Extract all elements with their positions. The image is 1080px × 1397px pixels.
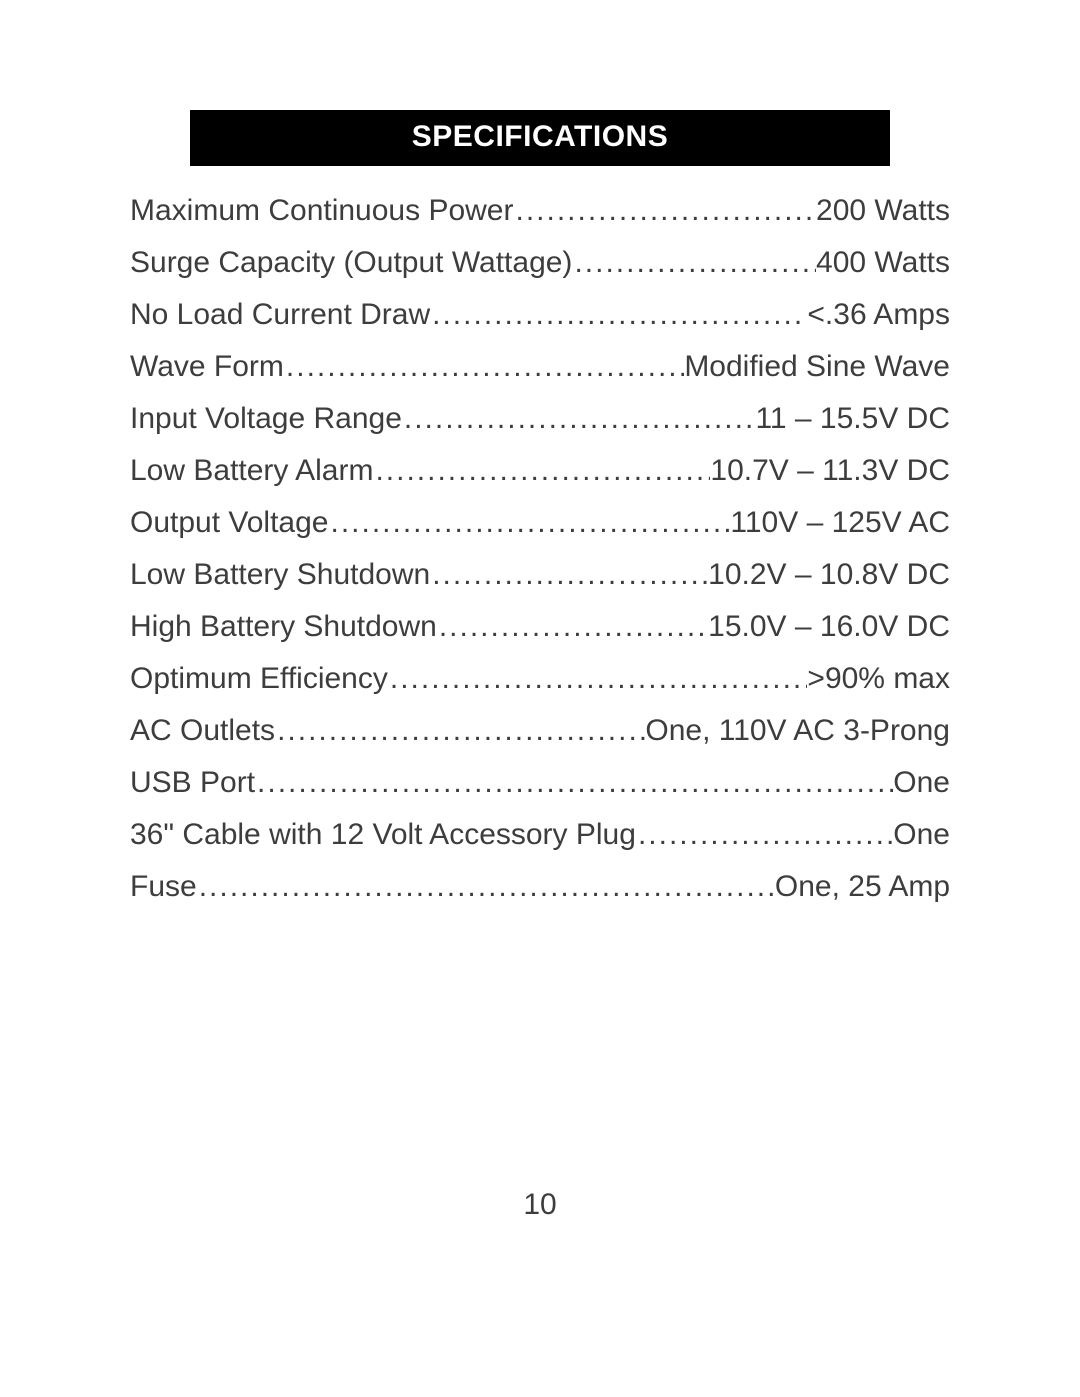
spec-row: No Load Current Draw <.36 Amps (130, 300, 950, 330)
spec-leader-dots (329, 508, 731, 538)
spec-leader-dots (275, 716, 645, 746)
spec-leader-dots (373, 456, 710, 486)
spec-row: Input Voltage Range 11 – 15.5V DC (130, 404, 950, 434)
spec-value: 15.0V – 16.0V DC (708, 612, 950, 642)
specifications-list: Maximum Continuous Power 200 Watts Surge… (130, 196, 950, 902)
spec-value: <.36 Amps (807, 300, 950, 330)
spec-row: High Battery Shutdown 15.0V – 16.0V DC (130, 612, 950, 642)
spec-label: Low Battery Shutdown (130, 560, 430, 590)
spec-leader-dots (430, 300, 807, 330)
spec-row: USB Port One (130, 768, 950, 798)
spec-leader-dots (636, 820, 893, 850)
spec-leader-dots (197, 872, 775, 902)
spec-value: 10.7V – 11.3V DC (710, 456, 950, 486)
spec-label: Maximum Continuous Power (130, 196, 513, 226)
spec-leader-dots (572, 248, 816, 278)
spec-label: 36" Cable with 12 Volt Accessory Plug (130, 820, 636, 850)
spec-row: Output Voltage 110V – 125V AC (130, 508, 950, 538)
spec-leader-dots (284, 352, 684, 382)
spec-value: One, 110V AC 3-Prong (645, 716, 950, 746)
page: SPECIFICATIONS Maximum Continuous Power … (0, 0, 1080, 1397)
spec-value: 10.2V – 10.8V DC (708, 560, 950, 590)
spec-row: Wave Form Modified Sine Wave (130, 352, 950, 382)
spec-value: 11 – 15.5V DC (755, 404, 950, 434)
spec-row: Low Battery Alarm 10.7V – 11.3V DC (130, 456, 950, 486)
spec-value: >90% max (807, 664, 950, 694)
spec-label: Surge Capacity (Output Wattage) (130, 248, 572, 278)
spec-row: Optimum Efficiency >90% max (130, 664, 950, 694)
spec-value: 200 Watts (816, 196, 950, 226)
spec-label: Output Voltage (130, 508, 329, 538)
spec-row: Surge Capacity (Output Wattage) 400 Watt… (130, 248, 950, 278)
spec-value: 400 Watts (816, 248, 950, 278)
spec-label: Fuse (130, 872, 197, 902)
spec-label: Input Voltage Range (130, 404, 402, 434)
spec-leader-dots (513, 196, 816, 226)
spec-label: No Load Current Draw (130, 300, 430, 330)
spec-row: Maximum Continuous Power 200 Watts (130, 196, 950, 226)
spec-label: High Battery Shutdown (130, 612, 437, 642)
spec-label: Optimum Efficiency (130, 664, 388, 694)
spec-value: 110V – 125V AC (730, 508, 950, 538)
spec-value: One, 25 Amp (775, 872, 950, 902)
spec-label: Wave Form (130, 352, 284, 382)
spec-leader-dots (255, 768, 893, 798)
spec-value: One (893, 820, 950, 850)
spec-row: 36" Cable with 12 Volt Accessory Plug On… (130, 820, 950, 850)
spec-label: Low Battery Alarm (130, 456, 373, 486)
spec-leader-dots (430, 560, 708, 590)
spec-leader-dots (437, 612, 708, 642)
spec-value: One (893, 768, 950, 798)
spec-leader-dots (402, 404, 756, 434)
specifications-header: SPECIFICATIONS (190, 110, 890, 166)
spec-row: Fuse One, 25 Amp (130, 872, 950, 902)
spec-row: Low Battery Shutdown 10.2V – 10.8V DC (130, 560, 950, 590)
spec-label: USB Port (130, 768, 255, 798)
spec-value: Modified Sine Wave (684, 352, 950, 382)
page-number: 10 (0, 1188, 1080, 1222)
spec-label: AC Outlets (130, 716, 275, 746)
spec-row: AC Outlets One, 110V AC 3-Prong (130, 716, 950, 746)
spec-leader-dots (388, 664, 808, 694)
